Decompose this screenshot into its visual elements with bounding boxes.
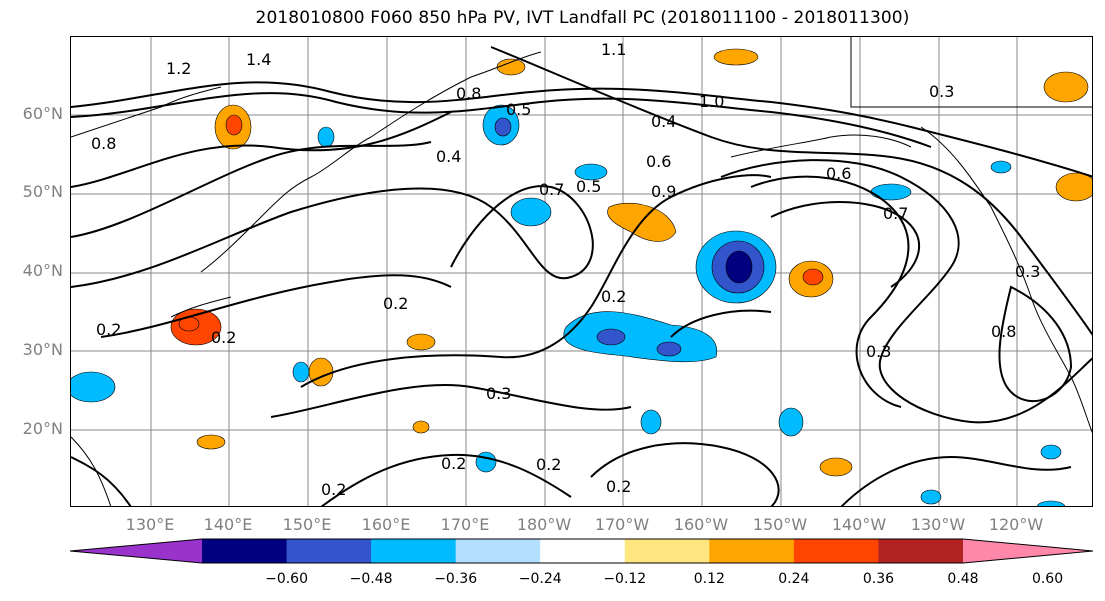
colorbar xyxy=(70,538,1094,564)
colorbar-segment xyxy=(878,539,964,563)
contour-label: 0.6 xyxy=(646,152,671,171)
contour-label: 0.2 xyxy=(321,480,346,499)
lon-label-150e: 150°E xyxy=(282,515,332,534)
contour-label: 0.3 xyxy=(866,342,891,361)
contour-label: 0.2 xyxy=(96,320,121,339)
contour-label: 0.3 xyxy=(1015,262,1040,281)
ivt-contours xyxy=(71,46,1092,506)
colorbar-segment xyxy=(540,539,626,563)
lon-label-180w: 180°W xyxy=(516,515,572,534)
colorbar-tick-label: 0.48 xyxy=(947,571,979,587)
lon-label-160w: 160°W xyxy=(673,515,729,534)
pv-shading xyxy=(71,48,1092,506)
colorbar-tick-label: 0.24 xyxy=(778,571,810,587)
colorbar-tick-label: 0.36 xyxy=(862,571,895,587)
contour-label: 0.2 xyxy=(536,455,561,474)
colorbar-extend-max xyxy=(963,539,1093,563)
graticule xyxy=(71,37,1092,506)
contour-label: 0.2 xyxy=(383,294,408,313)
lat-label-60n: 60°N xyxy=(22,104,63,123)
contour-label: 0.8 xyxy=(991,322,1016,341)
lat-label-50n: 50°N xyxy=(22,182,63,201)
contour-label: 1.1 xyxy=(601,40,626,59)
contour-label: 0.4 xyxy=(436,147,461,166)
map-title: 2018010800 F060 850 hPa PV, IVT Landfall… xyxy=(255,8,910,28)
pv-ivt-map: 1.2 1.4 0.8 0.5 0.4 0.7 0.6 0.9 1.0 1.1 … xyxy=(71,37,1092,506)
colorbar-tick-label: −0.24 xyxy=(518,571,562,587)
lon-label-130e: 130°E xyxy=(125,515,175,534)
contour-label: 0.2 xyxy=(606,477,631,496)
colorbar-tick-label: −0.48 xyxy=(349,571,393,587)
contour-label: 0.4 xyxy=(651,112,676,131)
colorbar-segment xyxy=(709,539,795,563)
lon-label-150w: 150°W xyxy=(752,515,808,534)
lon-label-170w: 170°W xyxy=(594,515,650,534)
colorbar-tick-label: −0.12 xyxy=(603,571,647,587)
contour-label: 0.8 xyxy=(456,84,481,103)
colorbar-segment xyxy=(624,539,710,563)
colorbar-tick-label: 0.60 xyxy=(1031,571,1064,587)
colorbar-segment xyxy=(371,539,457,563)
colorbar-segment xyxy=(793,539,879,563)
colorbar-outline xyxy=(70,538,1094,564)
contour-labels: 1.2 1.4 0.8 0.5 0.4 0.7 0.6 0.9 1.0 1.1 … xyxy=(91,40,1040,499)
lon-label-140w: 140°W xyxy=(831,515,887,534)
contour-label: 0.5 xyxy=(576,177,601,196)
contour-label: 0.7 xyxy=(883,204,908,223)
colorbar-tick-label: 0.12 xyxy=(693,571,725,587)
contour-label: 0.2 xyxy=(601,287,626,306)
lon-label-120w: 120°W xyxy=(988,515,1044,534)
lat-label-30n: 30°N xyxy=(22,340,63,359)
contour-label: 0.3 xyxy=(929,82,954,101)
map-panel: 1.2 1.4 0.8 0.5 0.4 0.7 0.6 0.9 1.0 1.1 … xyxy=(70,36,1093,507)
contour-label: 0.2 xyxy=(441,454,466,473)
contour-label: 1.4 xyxy=(246,50,271,69)
colorbar-segment xyxy=(286,539,372,563)
lon-label-160e: 160°E xyxy=(361,515,411,534)
contour-label: 0.6 xyxy=(826,164,851,183)
contour-label: 0.7 xyxy=(539,180,564,199)
contour-label: 0.5 xyxy=(506,100,531,119)
colorbar-segment xyxy=(455,539,541,563)
lat-label-40n: 40°N xyxy=(22,261,63,280)
colorbar-tick-label: −0.36 xyxy=(434,571,478,587)
lon-label-170e: 170°E xyxy=(440,515,490,534)
contour-label: 1.0 xyxy=(699,92,724,111)
colorbar-tick-label: −0.60 xyxy=(265,571,308,587)
contour-label: 0.3 xyxy=(486,384,511,403)
colorbar-extend-min xyxy=(70,539,202,563)
lat-label-20n: 20°N xyxy=(22,419,63,438)
coastlines xyxy=(71,37,1092,506)
lon-label-130w: 130°W xyxy=(910,515,966,534)
contour-label: 0.9 xyxy=(651,182,676,201)
contour-label: 1.2 xyxy=(166,59,191,78)
colorbar-segment xyxy=(202,539,288,563)
contour-label: 0.8 xyxy=(91,134,116,153)
lon-label-140e: 140°E xyxy=(203,515,253,534)
contour-label: 0.2 xyxy=(211,328,236,347)
